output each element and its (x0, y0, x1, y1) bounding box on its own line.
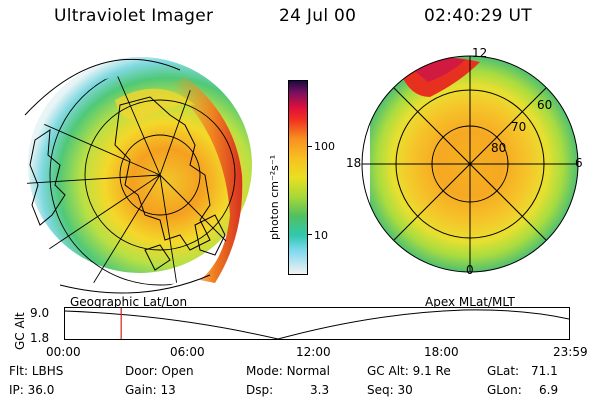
ip-label: IP: (9, 383, 24, 397)
mlt-label-12: 12 (472, 46, 488, 60)
glon-info: GLon: 6.9 (487, 383, 558, 397)
timeline-tick-2359: 23:59 (553, 345, 588, 359)
ip-value: 36.0 (27, 383, 55, 397)
mlt-label-0: 0 (466, 263, 474, 277)
coastline-outlines (29, 96, 226, 271)
timeline-y-bottom: 1.8 (30, 331, 50, 345)
mlat-label-60: 60 (537, 98, 553, 112)
geographic-panel-label: Geographic Lat/Lon (70, 295, 188, 309)
polar-panel-label: Apex MLat/MLT (425, 295, 515, 309)
timeline-axis-title: GC Alt (13, 312, 27, 350)
app-title: Ultraviolet Imager (54, 6, 214, 26)
timeline-tick-1800: 18:00 (424, 345, 459, 359)
door-value: Open (161, 364, 194, 378)
gc-alt-value: 9.1 Re (412, 364, 451, 378)
colour-scale-bar (288, 80, 308, 275)
gain-info: Gain: 13 (125, 383, 176, 397)
mlt-label-6: 6 (575, 156, 583, 170)
header-time: 02:40:29 UT (424, 6, 532, 26)
timeline-tick-0600: 06:00 (170, 345, 205, 359)
colourbar-unit-label: photon cm⁻²s⁻¹ (268, 154, 281, 240)
colourbar-tick-10 (307, 234, 312, 235)
timeline-tick-1200: 12:00 (296, 345, 331, 359)
timeline-tick-0000: 00:00 (46, 345, 81, 359)
gc-alt-info: GC Alt: 9.1 Re (367, 364, 451, 378)
dsp-value: 3.3 (310, 383, 330, 397)
filter-label: Flt: (9, 364, 28, 378)
seq-value: 30 (397, 383, 413, 397)
polar-grid (361, 55, 579, 273)
gain-label: Gain: (125, 383, 157, 397)
mode-value: Normal (286, 364, 330, 378)
glat-label: GLat: (487, 364, 520, 378)
polar-image-panel (361, 55, 579, 273)
timeline-y-top: 9.0 (30, 306, 50, 320)
glat-value: 71.1 (531, 364, 558, 378)
geographic-image-panel (24, 57, 252, 294)
colourbar-label-100: 100 (314, 140, 335, 153)
mlat-label-80: 80 (491, 141, 507, 155)
mode-label: Mode: (246, 364, 283, 378)
glon-label: GLon: (487, 383, 522, 397)
orbit-altitude-timeline (64, 307, 570, 340)
mode-info: Mode: Normal (246, 364, 330, 378)
door-label: Door: (125, 364, 158, 378)
polar-aurora-image (362, 56, 578, 272)
door-info: Door: Open (125, 364, 194, 378)
colourbar-tick-100 (307, 146, 312, 147)
geo-aurora-image (28, 57, 252, 283)
mlt-label-18: 18 (346, 156, 362, 170)
altitude-curve (64, 309, 570, 340)
dsp-label: Dsp: (246, 383, 274, 397)
filter-info: Flt: LBHS (9, 364, 63, 378)
filter-value: LBHS (31, 364, 64, 378)
seq-label: Seq: (367, 383, 394, 397)
gain-value: 13 (160, 383, 176, 397)
header-date: 24 Jul 00 (279, 6, 357, 26)
glon-value: 6.9 (539, 383, 559, 397)
seq-info: Seq: 30 (367, 383, 413, 397)
timeline-frame (64, 307, 570, 340)
gc-alt-label: GC Alt: (367, 364, 409, 378)
geo-outer-arcs (24, 58, 211, 294)
ip-info: IP: 36.0 (9, 383, 54, 397)
mlat-label-70: 70 (511, 120, 527, 134)
dsp-info: Dsp: 3.3 (246, 383, 329, 397)
colourbar-label-10: 10 (314, 229, 328, 242)
glat-info: GLat: 71.1 (487, 364, 558, 378)
